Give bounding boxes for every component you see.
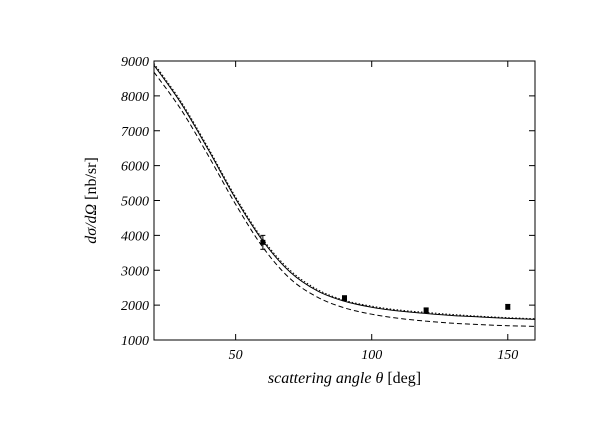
y-tick-label: 4000	[121, 229, 149, 244]
curves	[153, 63, 536, 327]
x-tick-label: 150	[497, 348, 518, 363]
tick-labels: 50 100 150 1000 2000 3000 4000 5000 6000 7000 8000…	[120, 55, 518, 363]
y-tick-label: 5000	[121, 195, 149, 210]
y-tick-label: 2000	[121, 299, 149, 314]
data-point	[505, 304, 511, 310]
y-tick-label: 9000	[121, 55, 149, 70]
data-points	[260, 234, 511, 314]
x-axis-label: scattering angle	[268, 370, 372, 387]
y-axis-unit: [nb/sr]	[83, 157, 100, 200]
x-tick-label: 50	[229, 348, 243, 363]
ticks	[154, 60, 535, 341]
curve-dotted	[153, 63, 536, 320]
curve-solid	[153, 64, 536, 320]
x-axis-title: scattering angle θ [deg]	[268, 370, 421, 387]
y-axis-label: dσ/dΩ	[83, 204, 100, 244]
plot-area: 50 100 150 1000 2000 3000 4000 5000 6000 7000 8000…	[120, 55, 536, 363]
y-tick-label: 6000	[121, 160, 149, 175]
y-tick-label: 1000	[121, 334, 149, 349]
y-tick-label: 8000	[121, 90, 149, 105]
data-point	[423, 307, 429, 313]
data-point	[260, 239, 266, 245]
y-axis-title: dσ/dΩ [nb/sr]	[83, 157, 100, 244]
x-axis-unit: [deg]	[387, 370, 421, 387]
data-point	[342, 295, 347, 301]
x-tick-label: 100	[361, 348, 382, 363]
y-tick-label: 7000	[121, 125, 149, 140]
y-tick-label: 3000	[120, 264, 149, 279]
x-axis-symbol: θ	[375, 370, 383, 387]
curve-dashed	[153, 71, 536, 327]
